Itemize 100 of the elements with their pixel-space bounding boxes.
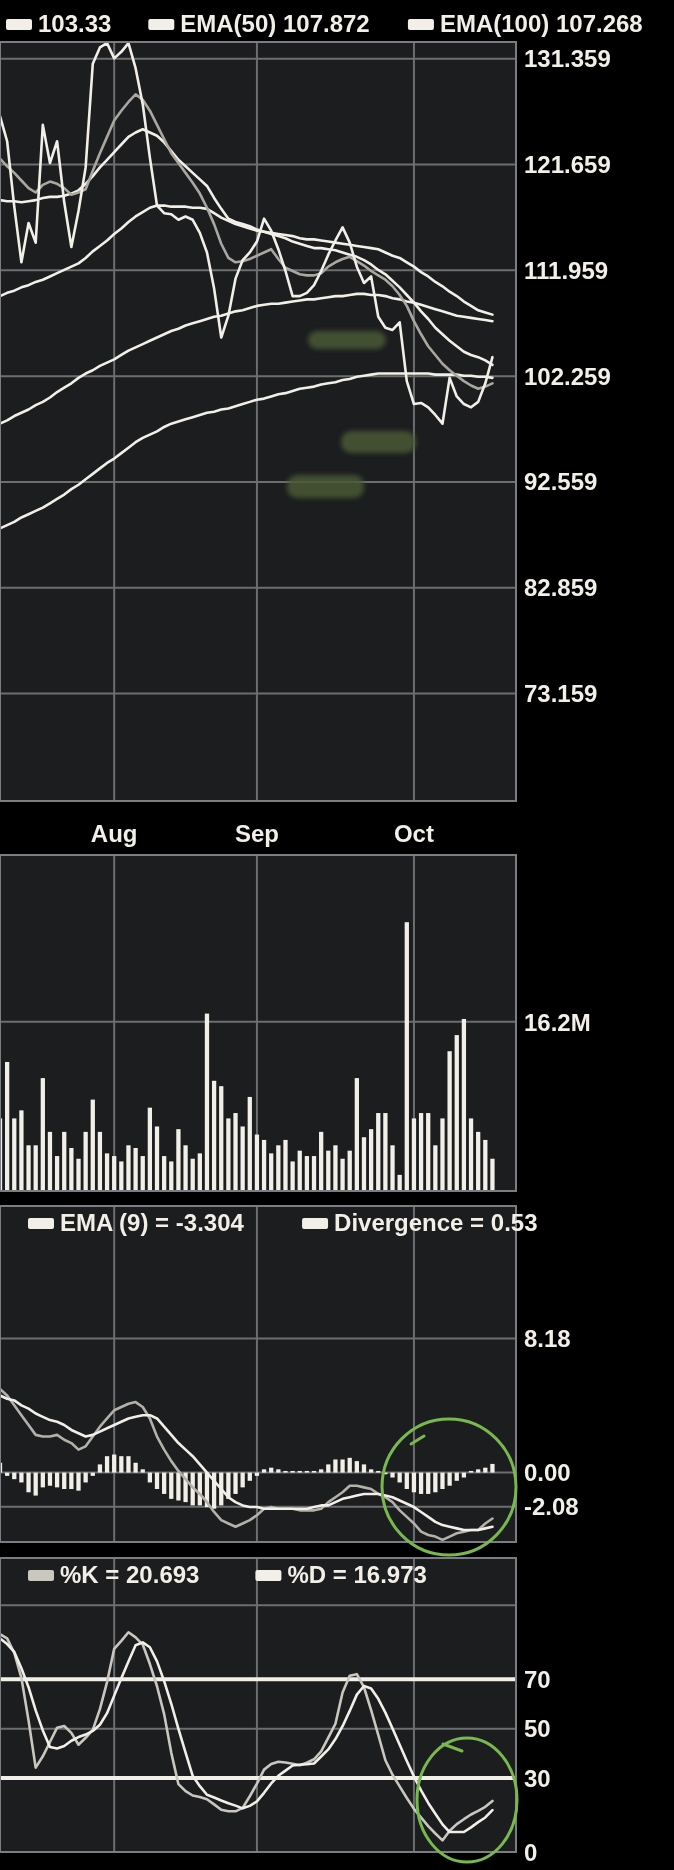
- bar: [19, 1110, 24, 1191]
- bar: [418, 1113, 424, 1191]
- y-tick-label: 50: [524, 1715, 551, 1743]
- bar: [69, 1472, 74, 1490]
- bar: [319, 1469, 324, 1473]
- bar: [211, 1080, 217, 1191]
- bar: [440, 1118, 445, 1191]
- bar: [411, 1118, 417, 1191]
- y-tick-label: 0: [524, 1838, 538, 1866]
- bar: [104, 1153, 110, 1191]
- y-tick-label: 111.959: [524, 256, 609, 284]
- bar: [411, 1472, 417, 1493]
- ref-line-label: 30: [524, 1764, 551, 1792]
- x-tick-label: Aug: [90, 820, 138, 847]
- bar: [176, 1472, 181, 1501]
- bar: [62, 1472, 67, 1490]
- bar: [326, 1464, 331, 1473]
- y-tick-label: 82.859: [524, 574, 598, 602]
- bar: [368, 1469, 374, 1473]
- bar: [418, 1472, 424, 1494]
- bar: [240, 1126, 245, 1191]
- bar: [90, 1099, 95, 1191]
- bar: [147, 1107, 153, 1191]
- bar: [311, 1156, 317, 1191]
- bar: [476, 1131, 481, 1191]
- bar: [426, 1113, 431, 1191]
- bar: [83, 1131, 88, 1191]
- bar: [5, 1061, 10, 1191]
- bar: [26, 1472, 31, 1493]
- bar: [490, 1158, 495, 1191]
- bar: [33, 1472, 38, 1496]
- bar: [390, 1145, 395, 1191]
- bar: [47, 1472, 53, 1486]
- bar: [233, 1472, 238, 1494]
- bar: [326, 1150, 331, 1191]
- bar: [461, 1472, 467, 1478]
- bar: [112, 1454, 117, 1473]
- legend-label: Divergence = 0.53: [334, 1209, 538, 1236]
- bar: [404, 922, 409, 1191]
- bar: [62, 1131, 67, 1191]
- bar: [269, 1153, 274, 1191]
- bar: [112, 1156, 117, 1191]
- bar: [433, 1145, 438, 1191]
- legend-label: %D = 16.973: [287, 1561, 427, 1588]
- bar: [447, 1472, 452, 1486]
- bar: [169, 1472, 174, 1499]
- bar: [354, 1078, 359, 1191]
- bar: [361, 1464, 367, 1473]
- bar: [226, 1118, 231, 1191]
- bar: [26, 1145, 31, 1191]
- bar: [97, 1131, 103, 1191]
- bar: [126, 1456, 131, 1473]
- bar: [390, 1472, 395, 1478]
- bar: [140, 1156, 145, 1191]
- x-tick-label: Sep: [234, 820, 279, 847]
- bar: [204, 1013, 210, 1191]
- bar: [133, 1147, 138, 1191]
- bar: [254, 1134, 260, 1191]
- bar: [490, 1463, 495, 1473]
- bar: [47, 1131, 53, 1191]
- bar: [297, 1150, 302, 1191]
- legend-label: EMA(100) 107.268: [439, 10, 643, 37]
- bar: [383, 1113, 388, 1191]
- legend-label: 103.33: [38, 10, 112, 37]
- bar: [276, 1145, 281, 1191]
- bar: [183, 1145, 188, 1191]
- bar: [97, 1464, 103, 1473]
- bar: [304, 1156, 310, 1191]
- bar: [483, 1139, 488, 1191]
- bar: [426, 1472, 431, 1494]
- bar: [283, 1139, 288, 1191]
- bar: [119, 1456, 124, 1473]
- bar: [247, 1472, 252, 1481]
- y-tick-label: 73.159: [524, 679, 598, 707]
- bar: [340, 1158, 345, 1191]
- bar: [40, 1078, 45, 1191]
- y-tick-label: 8.18: [524, 1324, 571, 1352]
- bar: [162, 1156, 167, 1191]
- y-tick-label: 102.259: [524, 362, 611, 390]
- bar: [433, 1472, 438, 1493]
- bar: [468, 1118, 474, 1191]
- bar: [219, 1086, 224, 1191]
- bar: [140, 1469, 145, 1473]
- bar: [33, 1145, 38, 1191]
- bar: [404, 1472, 409, 1490]
- bar: [476, 1469, 481, 1473]
- bar: [261, 1469, 267, 1473]
- bar: [76, 1158, 81, 1191]
- bar: [440, 1472, 445, 1490]
- bar: [333, 1145, 338, 1191]
- bar: [162, 1472, 167, 1494]
- bar: [447, 1051, 452, 1191]
- ref-line-label: 70: [524, 1665, 551, 1693]
- bar: [12, 1118, 17, 1191]
- bar: [368, 1129, 374, 1191]
- bar: [483, 1467, 488, 1473]
- bar: [176, 1129, 181, 1191]
- legend-label: EMA (9) = -3.304: [60, 1209, 245, 1236]
- bar: [233, 1113, 238, 1191]
- bar: [454, 1472, 459, 1481]
